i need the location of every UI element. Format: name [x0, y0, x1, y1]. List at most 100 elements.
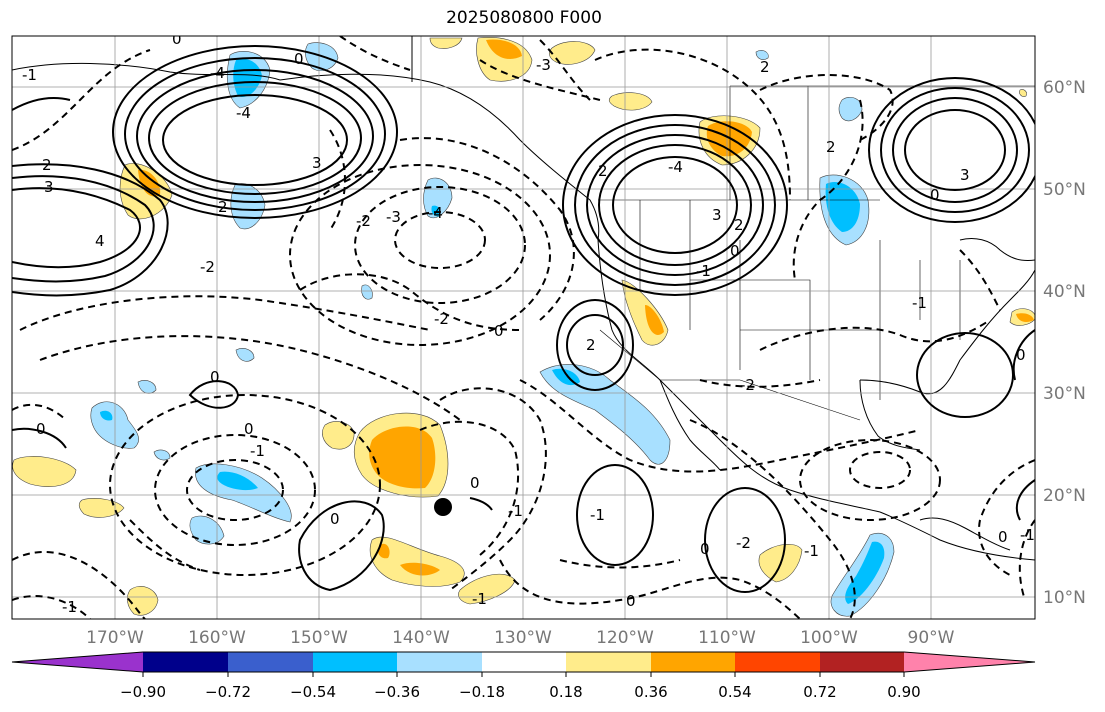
colorbar-segment: [397, 652, 482, 672]
negative-anomaly-core: [217, 471, 258, 491]
lon-label: 120°W: [596, 628, 654, 648]
positive-anomaly-region: [608, 92, 653, 111]
colorbar-tick-label: 0.18: [549, 683, 582, 701]
contour-label: -1: [590, 506, 605, 524]
contour-label: -4: [668, 158, 683, 176]
coastlines: [12, 36, 1035, 561]
positive-anomaly-region: [429, 37, 463, 49]
contour-label: 2: [218, 198, 228, 216]
positive-anomaly-core: [138, 169, 161, 197]
lat-label: 10°N: [1043, 588, 1086, 608]
lat-label: 40°N: [1043, 282, 1086, 302]
positive-contours: [12, 45, 1035, 593]
negative-anomaly-region: [361, 284, 373, 300]
colorbar-segment: [820, 652, 904, 672]
colorbar-tick-label: −0.90: [120, 683, 166, 701]
contour-label: -1: [804, 542, 819, 560]
lat-label: 20°N: [1043, 486, 1086, 506]
contour-label: 2: [598, 162, 608, 180]
contour-label: 0: [998, 528, 1008, 546]
colorbar: −0.90 −0.72 −0.54 −0.36 −0.18 0.18 0.36 …: [11, 651, 1036, 701]
positive-anomaly-region: [1019, 89, 1027, 97]
negative-anomaly-region: [137, 380, 157, 394]
colorbar-ticks: [142, 672, 905, 677]
lon-label: 140°W: [392, 628, 450, 648]
latitude-labels: 60°N 50°N 40°N 30°N 20°N 10°N: [1043, 78, 1086, 608]
contour-label: 0: [470, 474, 480, 492]
colorbar-segment: [651, 652, 735, 672]
colorbar-segment: [143, 652, 228, 672]
colorbar-segment: [228, 652, 313, 672]
contour-label: -3: [386, 208, 401, 226]
contour-label: 0: [1016, 346, 1026, 364]
colorbar-tick-label: 0.72: [803, 683, 836, 701]
contour-label: 0: [294, 50, 304, 68]
map-frame: [11, 35, 1036, 620]
colorbar-tick-label: −0.18: [459, 683, 505, 701]
contour-label: -1: [696, 262, 711, 280]
contour-label: -1: [472, 590, 487, 608]
contour-label: 2: [760, 58, 770, 76]
colorbar-segment: [482, 652, 566, 672]
lat-label: 30°N: [1043, 384, 1086, 404]
contour-label: -2: [356, 212, 371, 230]
negative-anomaly-region: [755, 50, 769, 60]
lon-label: 100°W: [800, 628, 858, 648]
colorbar-tick-label: −0.72: [205, 683, 251, 701]
contour-label: -1: [1020, 526, 1035, 544]
contour-label: 0: [330, 510, 340, 528]
colorbar-tick-label: 0.54: [718, 683, 751, 701]
positive-anomaly-region: [369, 536, 465, 587]
negative-anomaly-region: [539, 364, 671, 465]
contour-label: 2: [586, 336, 596, 354]
contour-label: 0: [244, 420, 254, 438]
negative-anomaly-region: [235, 348, 255, 362]
contour-label: 0: [930, 186, 940, 204]
contour-label: -4: [210, 64, 225, 82]
contour-label: 2: [826, 138, 836, 156]
contour-label: 3: [960, 166, 970, 184]
negative-anomaly-core: [825, 182, 860, 232]
contour-label: 0: [700, 540, 710, 558]
contour-label: -1: [62, 598, 77, 616]
positive-anomaly-region: [621, 279, 669, 346]
contour-label: 0: [172, 30, 182, 48]
negative-anomaly-region: [195, 463, 292, 523]
contour-label: 3: [712, 206, 722, 224]
negative-anomaly-core: [233, 58, 262, 98]
contour-label: -3: [536, 56, 551, 74]
contour-label: 0: [210, 368, 220, 386]
positive-anomaly-core: [486, 39, 522, 59]
negative-anomaly-region: [230, 183, 266, 230]
colorbar-segment: [735, 652, 820, 672]
contour-label: 0: [494, 322, 504, 340]
contour-label: 2: [734, 216, 744, 234]
contour-label: -1: [250, 442, 265, 460]
contour-label: -4: [428, 204, 443, 222]
lat-label: 60°N: [1043, 78, 1086, 98]
negative-anomaly-region: [838, 97, 863, 122]
positive-anomaly-region: [127, 586, 159, 616]
contour-label: -4: [236, 104, 251, 122]
negative-anomaly-core: [100, 410, 113, 421]
lon-label: 130°W: [494, 628, 552, 648]
contour-label: 0: [626, 592, 636, 610]
positive-anomaly-region: [12, 456, 77, 487]
lon-label: 160°W: [188, 628, 246, 648]
lon-label: 150°W: [290, 628, 348, 648]
positive-anomaly-core: [369, 426, 436, 489]
colorbar-tick-label: −0.36: [374, 683, 420, 701]
map-plot-area: -4 -4 3 2 3 4 2 -2 -3 -2 -4 -2 0 0 0 -1 …: [12, 30, 1035, 619]
colorbar-under-extension: [12, 652, 143, 672]
contour-label: -1: [912, 294, 927, 312]
negative-anomaly-core: [431, 205, 441, 217]
lon-label: 90°W: [908, 628, 955, 648]
longitude-labels: 170°W 160°W 150°W 140°W 130°W 120°W 110°…: [86, 628, 955, 648]
lat-label: 50°N: [1043, 180, 1086, 200]
positive-anomaly-core: [645, 305, 664, 335]
positive-anomaly-region: [458, 573, 516, 605]
contour-label: -1: [22, 66, 37, 84]
contour-label: -2: [434, 310, 449, 328]
contour-label: 0: [36, 420, 46, 438]
